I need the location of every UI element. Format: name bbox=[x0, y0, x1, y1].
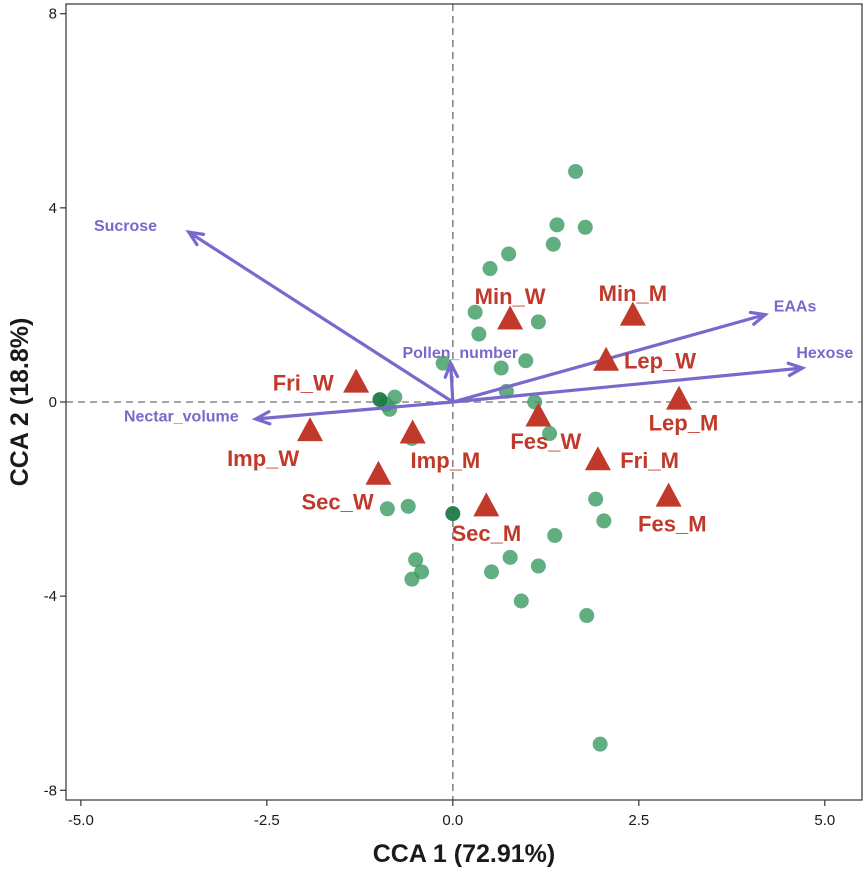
site-triangle bbox=[297, 417, 324, 442]
site-label: Fes_M bbox=[638, 511, 706, 536]
site-label: Fri_M bbox=[620, 448, 679, 473]
sample-point bbox=[530, 558, 546, 574]
vector-line bbox=[449, 363, 455, 403]
vector-label: EAAs bbox=[774, 298, 817, 315]
site-label: Lep_M bbox=[649, 410, 719, 435]
sample-point bbox=[445, 506, 461, 522]
y-tick-label: -4 bbox=[44, 588, 57, 605]
axes: -5.0 -2.5 0.0 2.5 5.0 -8 -4 0 4 8 bbox=[44, 6, 836, 829]
x-tick-label: 2.5 bbox=[628, 812, 649, 829]
sample-point bbox=[482, 261, 498, 277]
environment-vectors: Sucrose EAAs Hexose Pollen_number Nectar_vol… bbox=[94, 218, 853, 426]
sample-point bbox=[568, 163, 584, 179]
site-label: Fri_W bbox=[273, 371, 334, 396]
site-triangle bbox=[399, 419, 426, 444]
sample-point bbox=[404, 571, 420, 587]
sample-point bbox=[549, 217, 565, 233]
sample-point bbox=[545, 236, 561, 252]
vector-line bbox=[187, 230, 454, 404]
sample-point bbox=[596, 513, 612, 529]
site-label: Lep_W bbox=[624, 349, 696, 374]
sample-point bbox=[493, 360, 509, 376]
site-label: Imp_M bbox=[411, 448, 481, 473]
vector-line bbox=[452, 366, 803, 404]
site-label: Sec_W bbox=[301, 490, 373, 515]
sample-point bbox=[518, 353, 534, 369]
sample-point bbox=[592, 736, 608, 752]
x-axis-title: CCA 1 (72.91%) bbox=[373, 840, 555, 868]
sample-point bbox=[400, 498, 416, 514]
site-label: Min_W bbox=[475, 284, 546, 309]
site-label: Sec_M bbox=[451, 521, 521, 546]
sample-point bbox=[467, 304, 483, 320]
sample-point bbox=[547, 527, 563, 543]
x-tick-label: -2.5 bbox=[254, 812, 280, 829]
x-tick-label: 0.0 bbox=[442, 812, 463, 829]
site-triangle bbox=[343, 368, 370, 393]
y-tick-label: 0 bbox=[49, 394, 57, 411]
site-label: Fes_W bbox=[510, 429, 581, 454]
y-axis-title: CCA 2 (18.8%) bbox=[6, 318, 34, 487]
vector-arrowhead bbox=[185, 229, 206, 247]
y-tick-label: -8 bbox=[44, 782, 57, 799]
site-label: Imp_W bbox=[227, 446, 299, 471]
vector-line bbox=[255, 400, 453, 421]
vector-arrowhead bbox=[786, 361, 807, 378]
site-triangle bbox=[593, 346, 620, 371]
sample-point bbox=[530, 314, 546, 330]
site-triangle bbox=[665, 385, 692, 410]
vector-arrowhead bbox=[748, 310, 770, 326]
site-triangle bbox=[655, 482, 682, 507]
sample-point bbox=[542, 426, 558, 442]
sample-point bbox=[513, 593, 529, 609]
site-triangle bbox=[525, 402, 552, 427]
site-triangle bbox=[473, 492, 500, 517]
sample-point bbox=[502, 549, 518, 565]
y-tick-label: 4 bbox=[49, 200, 57, 217]
vector-arrowhead bbox=[251, 410, 272, 426]
x-tick-label: -5.0 bbox=[68, 812, 94, 829]
vector-label: Hexose bbox=[796, 345, 853, 362]
sample-point bbox=[471, 326, 487, 342]
vector-arrowhead bbox=[443, 359, 460, 379]
sample-point bbox=[408, 552, 424, 568]
sample-point bbox=[379, 501, 395, 517]
sample-point bbox=[484, 564, 500, 580]
vector-label: Nectar_volume bbox=[124, 409, 239, 426]
sample-point bbox=[435, 355, 451, 371]
x-tick-label: 5.0 bbox=[814, 812, 835, 829]
site-label: Min_M bbox=[599, 281, 667, 306]
site-triangle bbox=[365, 460, 392, 485]
site-triangle bbox=[584, 446, 611, 471]
sample-point bbox=[372, 392, 388, 408]
site-triangle bbox=[619, 301, 646, 326]
sample-point bbox=[588, 491, 604, 507]
sample-point bbox=[577, 219, 593, 235]
site-markers: Min_W Min_M Lep_W Lep_M Fri_W Imp_W Imp_M Fes_W… bbox=[227, 281, 718, 546]
vector-label: Pollen_number bbox=[402, 345, 518, 362]
y-tick-label: 8 bbox=[49, 6, 57, 23]
sample-point bbox=[501, 246, 517, 262]
site-triangle bbox=[497, 305, 524, 330]
sample-point bbox=[579, 608, 595, 624]
vector-label: Sucrose bbox=[94, 218, 157, 235]
